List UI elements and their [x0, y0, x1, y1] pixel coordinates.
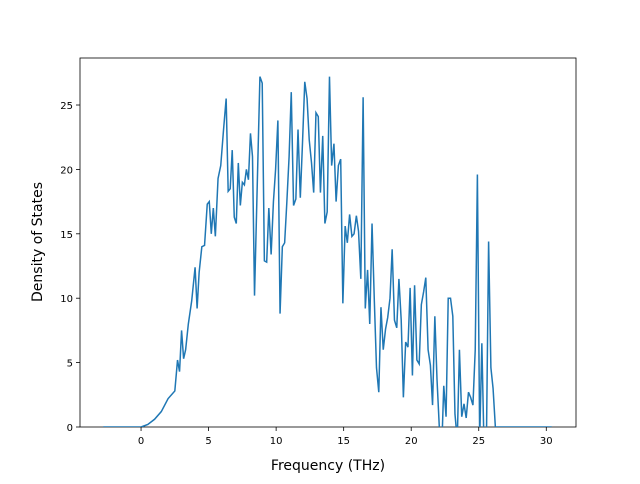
data-line — [103, 76, 552, 427]
y-tick-label: 15 — [60, 230, 73, 241]
y-axis-label: Density of States — [30, 182, 46, 302]
y-tick-label: 5 — [67, 359, 73, 370]
x-axis-label: Frequency (THz) — [271, 458, 385, 474]
x-tick-label: 20 — [405, 436, 418, 447]
x-tick-label: 10 — [270, 436, 283, 447]
x-tick-label: 25 — [472, 436, 485, 447]
y-tick-label: 20 — [60, 165, 73, 176]
x-tick-label: 15 — [337, 436, 350, 447]
y-tick-label: 25 — [60, 101, 73, 112]
plot-frame — [79, 57, 577, 428]
y-tick-label: 0 — [67, 423, 73, 434]
x-tick-label: 30 — [540, 436, 553, 447]
x-tick-label: 0 — [138, 436, 144, 447]
y-tick-label: 10 — [60, 294, 73, 305]
x-tick-label: 5 — [205, 436, 211, 447]
